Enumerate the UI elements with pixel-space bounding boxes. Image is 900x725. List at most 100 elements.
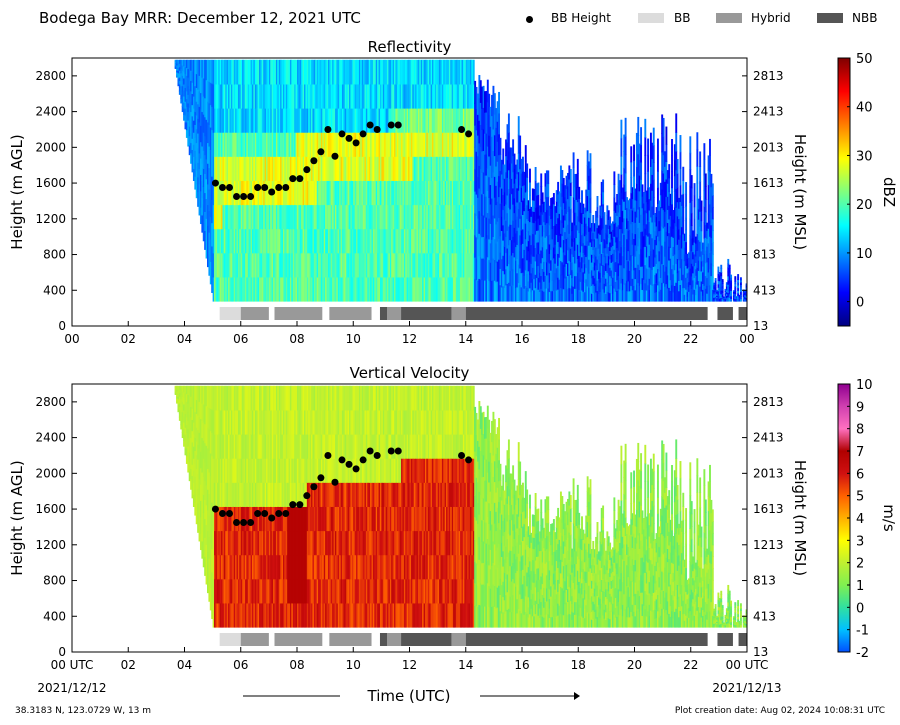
heatmap-cell [416, 204, 419, 230]
heatmap-cell [391, 83, 394, 109]
heatmap-cell [478, 233, 481, 257]
heatmap-cell [249, 530, 252, 556]
heatmap-cell [644, 264, 647, 284]
heatmap-cell [680, 279, 683, 291]
heatmap-cell [282, 252, 285, 278]
heatmap-cell [634, 199, 637, 212]
heatmap-cell [721, 283, 724, 287]
heatmap-cell [371, 132, 374, 157]
heatmap-cell [704, 211, 707, 226]
heatmap-cell [256, 554, 259, 580]
heatmap-cell [264, 434, 267, 459]
heatmap-cell [734, 278, 737, 282]
heatmap-cell [271, 132, 274, 157]
heatmap-cell [222, 83, 225, 109]
heatmap-cell [600, 253, 603, 266]
heatmap-cell [419, 83, 422, 109]
heatmap-cell [268, 554, 271, 580]
heatmap-cell [385, 204, 388, 230]
heatmap-cell [264, 276, 267, 302]
heatmap-cell [277, 602, 280, 628]
heatmap-cell [266, 409, 268, 435]
heatmap-cell [543, 201, 545, 213]
heatmap-cell [256, 204, 259, 230]
heatmap-cell [652, 162, 655, 181]
heatmap-cell [533, 233, 536, 246]
heatmap-cell [215, 276, 218, 302]
heatmap-cell [205, 385, 208, 407]
heatmap-cell [544, 249, 547, 264]
heatmap-cell [287, 204, 290, 230]
heatmap-cell [410, 156, 413, 181]
heatmap-cell [212, 108, 215, 133]
heatmap-cell [457, 276, 460, 302]
heatmap-cell [236, 108, 239, 133]
heatmap-cell [261, 83, 264, 109]
heatmap-cell [230, 204, 233, 230]
heatmap-cell [199, 108, 202, 126]
heatmap-cell [467, 156, 470, 181]
heatmap-cell [302, 228, 305, 254]
heatmap-cell [222, 602, 225, 628]
heatmap-cell [363, 156, 365, 181]
heatmap-cell [713, 291, 716, 295]
heatmap-cell [585, 278, 588, 291]
heatmap-cell [408, 59, 410, 85]
heatmap-cell [659, 230, 662, 243]
heatmap-cell [297, 132, 299, 157]
heatmap-cell [247, 554, 250, 580]
heatmap-cell [201, 523, 204, 542]
heatmap-cell [228, 228, 230, 254]
panel-title: Reflectivity [368, 38, 452, 56]
heatmap-cell [232, 482, 235, 507]
heatmap-cell [633, 285, 635, 302]
heatmap-cell [379, 59, 382, 85]
heatmap-cell [583, 254, 586, 265]
heatmap-cell [565, 275, 568, 290]
heatmap-cell [738, 300, 741, 302]
heatmap-cell [222, 204, 225, 230]
heatmap-cell [529, 234, 531, 249]
heatmap-cell [215, 228, 218, 254]
heatmap-cell [666, 222, 669, 237]
heatmap-cell [485, 279, 488, 302]
heatmap-cell [252, 180, 254, 206]
heatmap-cell [311, 156, 313, 181]
heatmap-cell [192, 470, 195, 483]
heatmap-cell [246, 108, 249, 133]
heatmap-cell [514, 191, 517, 207]
heatmap-cell [222, 385, 225, 411]
heatmap-cell [702, 283, 704, 290]
heatmap-cell [624, 154, 627, 174]
heatmap-cell [198, 152, 201, 169]
heatmap-cell [226, 276, 229, 302]
heatmap-cell [481, 193, 484, 216]
heatmap-cell [216, 108, 219, 133]
heatmap-cell [512, 252, 515, 270]
heatmap-cell [312, 83, 315, 109]
heatmap-cell [285, 554, 288, 580]
heatmap-cell [268, 409, 271, 435]
heatmap-cell [561, 170, 564, 184]
heatmap-cell [581, 190, 583, 202]
heatmap-cell [502, 179, 505, 195]
heatmap-cell [244, 228, 247, 254]
heatmap-cell [261, 554, 264, 580]
heatmap-cell [562, 239, 565, 253]
heatmap-cell [496, 201, 499, 222]
heatmap-cell [363, 83, 365, 109]
heatmap-cell [228, 180, 230, 206]
heatmap-cell [413, 276, 416, 302]
heatmap-cell [537, 253, 540, 267]
heatmap-cell [630, 239, 633, 256]
heatmap-cell [353, 204, 356, 230]
heatmap-cell [195, 170, 198, 185]
heatmap-cell [453, 156, 455, 181]
heatmap-cell [299, 59, 302, 85]
heatmap-cell [340, 83, 343, 109]
heatmap-cell [645, 278, 648, 291]
heatmap-cell [180, 420, 183, 426]
heatmap-cell [325, 59, 328, 85]
heatmap-cell [499, 137, 502, 155]
heatmap-cell [742, 297, 745, 300]
